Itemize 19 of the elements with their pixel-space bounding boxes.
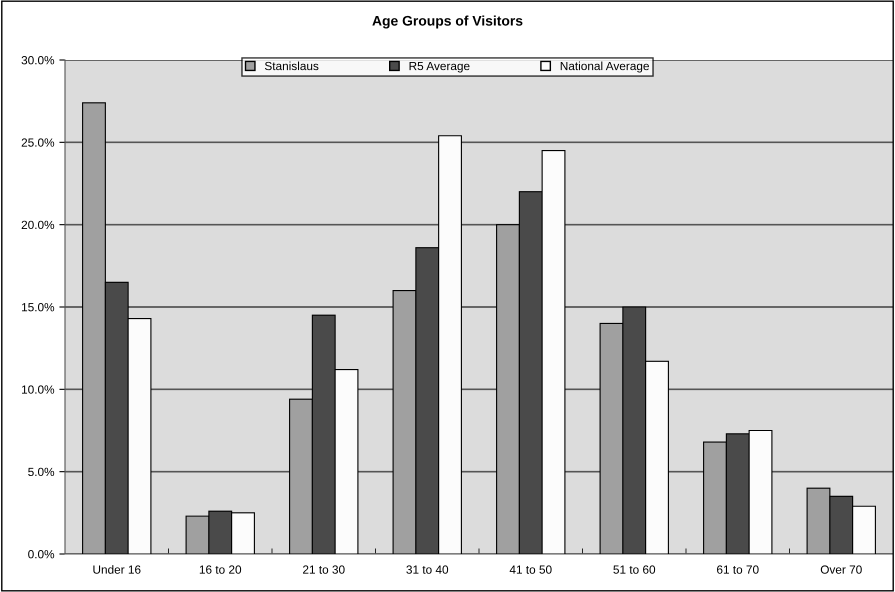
y-tick-label: 5.0%	[28, 468, 54, 476]
legend-label: Stanislaus	[264, 62, 318, 70]
x-tick-label: 41 to 50	[510, 565, 552, 574]
legend-label: R5 Average	[410, 62, 470, 73]
x-tick-label: Over 70	[820, 565, 862, 574]
x-tick-label: 31 to 40	[406, 565, 448, 574]
legend-label: National Average	[560, 62, 649, 73]
y-tick-label: 0.0%	[28, 550, 54, 558]
x-tick-label: Under 16	[93, 565, 141, 574]
y-tick-label: 25.0%	[22, 138, 54, 147]
y-tick-label: 15.0%	[22, 303, 54, 312]
y-tick-label: 30.0%	[22, 56, 54, 64]
chart-title: Age Groups of Visitors	[372, 15, 522, 29]
x-tick-label: 21 to 30	[303, 565, 345, 574]
y-tick-label: 10.0%	[22, 385, 54, 394]
x-tick-label: 16 to 20	[200, 565, 242, 574]
x-tick-label: 61 to 70	[717, 565, 759, 574]
x-tick-label: 51 to 60	[613, 565, 656, 574]
y-tick-label: 20.0%	[22, 220, 54, 230]
